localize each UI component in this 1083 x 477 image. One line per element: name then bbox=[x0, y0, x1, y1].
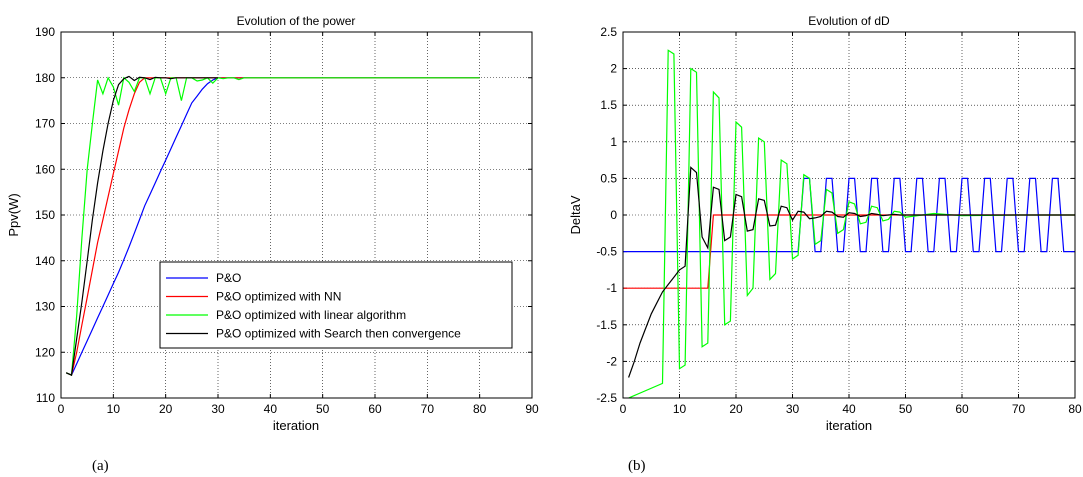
y-tick-label: 190 bbox=[35, 25, 55, 39]
y-tick-label: -1.5 bbox=[596, 318, 617, 332]
legend-label-2: P&O optimized with NN bbox=[216, 290, 341, 304]
y-tick-label: 130 bbox=[35, 300, 55, 314]
series-line-1 bbox=[623, 177, 1075, 253]
x-tick-label: 10 bbox=[673, 402, 687, 416]
chart-a: 0 10 20 30 40 50 60 70 80 90 110 120 130 140 150 160 170… bbox=[6, 14, 539, 433]
x-tick-label: 30 bbox=[211, 402, 225, 416]
x-tick-label: 20 bbox=[729, 402, 743, 416]
x-tick-label: 60 bbox=[955, 402, 969, 416]
series-line-3 bbox=[628, 49, 1075, 399]
x-tick-label: 50 bbox=[316, 402, 330, 416]
x-tick-label: 60 bbox=[368, 402, 382, 416]
series-line-4 bbox=[628, 166, 1075, 378]
y-tick-label: 170 bbox=[35, 117, 55, 131]
chart-a-grid bbox=[61, 32, 532, 398]
legend-label-3: P&O optimized with linear algorithm bbox=[216, 308, 406, 322]
chart-a-xlabel: iteration bbox=[273, 418, 319, 433]
caption-b: (b) bbox=[628, 458, 646, 474]
y-tick-label: -2.5 bbox=[596, 391, 617, 405]
y-tick-label: -2 bbox=[606, 354, 617, 368]
x-tick-label: 40 bbox=[264, 402, 278, 416]
chart-a-series bbox=[65, 75, 480, 376]
y-tick-label: -0.5 bbox=[596, 245, 617, 259]
x-tick-label: 70 bbox=[1012, 402, 1026, 416]
x-tick-label: 80 bbox=[1068, 402, 1082, 416]
x-tick-label: 90 bbox=[525, 402, 539, 416]
x-tick-label: 20 bbox=[159, 402, 173, 416]
chart-a-ticks: 0 10 20 30 40 50 60 70 80 90 110 120 130 140 150 160 170… bbox=[35, 25, 539, 416]
x-tick-label: 80 bbox=[473, 402, 487, 416]
y-tick-label: 2 bbox=[610, 62, 617, 76]
legend-label-4: P&O optimized with Search then convergen… bbox=[216, 327, 461, 341]
chart-b: 0 10 20 30 40 50 60 70 80 -2.5 -2 -1.5 -1 -0.5 0 0.5 1 1.… bbox=[568, 14, 1082, 433]
chart-b-series bbox=[623, 49, 1075, 399]
x-tick-label: 30 bbox=[786, 402, 800, 416]
legend-label-1: P&O bbox=[216, 271, 241, 285]
x-tick-label: 0 bbox=[58, 402, 65, 416]
chart-b-title: Evolution of dD bbox=[808, 14, 890, 28]
series-line-4 bbox=[65, 75, 218, 376]
legend-entries: P&O P&O optimized with NN P&O optimized wi… bbox=[166, 271, 461, 341]
caption-a: (a) bbox=[92, 458, 109, 474]
y-tick-label: 110 bbox=[36, 391, 55, 405]
chart-a-legend: P&O P&O optimized with NN P&O optimized wi… bbox=[159, 261, 513, 349]
chart-a-ylabel: Ppv(W) bbox=[6, 193, 21, 236]
legend-box bbox=[159, 261, 513, 349]
y-tick-label: 0 bbox=[610, 208, 617, 222]
x-tick-label: 0 bbox=[620, 402, 627, 416]
chart-b-ticks: 0 10 20 30 40 50 60 70 80 -2.5 -2 -1.5 -1 -0.5 0 0.5 1 1.… bbox=[596, 25, 1082, 416]
x-tick-label: 10 bbox=[107, 402, 121, 416]
y-tick-label: 180 bbox=[35, 71, 55, 85]
x-tick-label: 70 bbox=[421, 402, 435, 416]
y-tick-label: 140 bbox=[35, 254, 55, 268]
y-tick-label: 160 bbox=[35, 162, 55, 176]
chart-b-xlabel: iteration bbox=[826, 418, 872, 433]
y-tick-label: -1 bbox=[606, 281, 617, 295]
y-tick-label: 1.5 bbox=[600, 98, 617, 112]
chart-a-title: Evolution of the power bbox=[237, 14, 356, 28]
x-tick-label: 40 bbox=[842, 402, 856, 416]
chart-b-frame bbox=[622, 31, 1076, 399]
y-tick-label: 1 bbox=[610, 135, 617, 149]
chart-b-ylabel: DeltaV bbox=[568, 195, 583, 234]
chart-a-frame bbox=[60, 31, 533, 399]
y-tick-label: 2.5 bbox=[600, 25, 617, 39]
y-tick-label: 0.5 bbox=[600, 171, 617, 185]
y-tick-label: 150 bbox=[35, 208, 55, 222]
x-tick-label: 50 bbox=[899, 402, 913, 416]
y-tick-label: 120 bbox=[35, 345, 55, 359]
